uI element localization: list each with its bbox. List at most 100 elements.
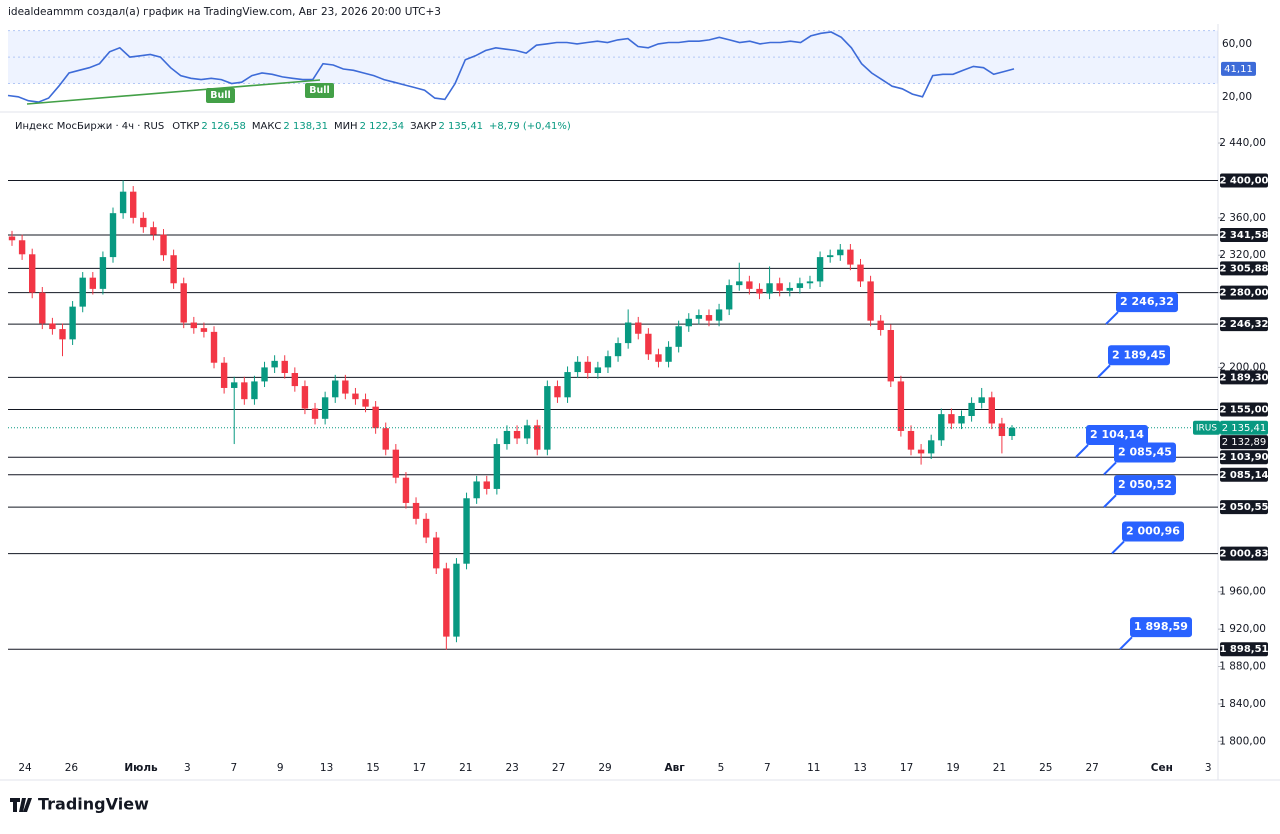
x-tick-label: 21 (993, 762, 1006, 774)
level-label: 2 155,00 (1219, 404, 1268, 415)
callout-label: 2 000,96 (1126, 524, 1180, 537)
candle-body (473, 481, 480, 499)
candle-body (493, 444, 501, 489)
candle-body (402, 477, 410, 503)
candle-body (321, 397, 329, 419)
candle-body (29, 254, 36, 293)
candle-body (422, 518, 430, 538)
prev-price-bg (1220, 435, 1268, 450)
level-label-bg (1220, 467, 1268, 482)
candle-body (1008, 427, 1016, 437)
candle-body (614, 343, 622, 357)
candle-body (109, 213, 117, 258)
candle-body (301, 386, 309, 409)
candle-body (635, 322, 642, 334)
x-tick-label: 11 (807, 762, 820, 774)
candle-body (311, 408, 319, 419)
candle-body (372, 406, 379, 429)
y-tick-label: 1 840,00 (1219, 698, 1266, 710)
candle-body (786, 287, 793, 291)
candle-body (665, 346, 672, 362)
level-label: 2 103,90 (1219, 452, 1268, 463)
candle-body (584, 361, 591, 374)
y-tick-label: 2 320,00 (1219, 249, 1266, 261)
logo-icon (10, 798, 32, 812)
level-label-bg (1220, 285, 1268, 300)
candle-body (342, 380, 349, 394)
candle-body (806, 281, 814, 284)
candle-body (160, 234, 167, 256)
candle-body (89, 277, 97, 289)
level-label: 2 189,30 (1219, 372, 1268, 383)
candle-body (796, 283, 804, 288)
callout-pointer (1103, 461, 1117, 476)
candle-body (544, 386, 551, 450)
level-label-bg (1220, 370, 1268, 385)
level-label-bg (1220, 642, 1268, 657)
callout-box (1086, 425, 1148, 446)
candle-body (453, 563, 460, 637)
x-tick-label: 17 (900, 762, 913, 774)
candle-body (655, 354, 662, 362)
y-tick-label: 2 200,00 (1219, 361, 1266, 373)
level-label-bg (1220, 261, 1268, 276)
candle-body (554, 386, 561, 398)
y-tick-label: 2 360,00 (1219, 212, 1266, 224)
candle-body (917, 449, 925, 454)
level-label: 2 085,14 (1219, 470, 1268, 481)
candle-body (847, 249, 854, 265)
legend-header: Индекс МосБиржи · 4ч · RUS ОТКР 2 126,58 МА… (15, 121, 571, 132)
candle-body (433, 537, 440, 569)
candle-body (231, 382, 238, 388)
candle-body (877, 320, 884, 331)
y-tick-label: 60,00 (1222, 38, 1252, 50)
level-label: 2 305,88 (1219, 263, 1268, 274)
x-tick-label: 19 (946, 762, 959, 774)
candle-body (816, 257, 824, 282)
candle-body (49, 323, 56, 330)
x-tick-label: 24 (18, 762, 32, 774)
rsi-line (7, 31, 1015, 103)
candle-body (927, 440, 935, 454)
ohlc-name: ЗАКР (410, 121, 436, 132)
level-label: 2 050,55 (1219, 502, 1268, 513)
x-tick-label: 23 (506, 762, 519, 774)
candle-body (180, 283, 187, 323)
x-tick-label: 3 (1205, 762, 1212, 774)
candle-body (604, 356, 612, 368)
y-tick-label: 20,00 (1222, 91, 1252, 103)
candle-body (362, 399, 369, 407)
callout-pointer (1075, 444, 1089, 458)
candle-body (200, 328, 208, 332)
rsi-value-label: 41,11 (1224, 64, 1253, 75)
candle-body (715, 309, 723, 321)
candle-body (210, 331, 218, 363)
x-tick-label: 21 (459, 762, 472, 774)
candle-body (443, 568, 450, 637)
x-tick-label: 3 (184, 762, 191, 774)
level-label-bg (1220, 228, 1268, 243)
candle-body (867, 281, 874, 321)
ohlc-value: 2 135,41 (439, 121, 484, 132)
candle-body (140, 217, 147, 228)
candle-body (645, 333, 652, 355)
candle-body (534, 425, 541, 450)
callout-label: 2 085,45 (1118, 445, 1172, 458)
candle-body (291, 373, 299, 387)
candle-body (271, 360, 278, 368)
ohlc-value: 2 126,58 (201, 121, 246, 132)
callouts: 2 246,32 2 189,45 2 104,14 2 085,45 2 050,52… (1075, 292, 1192, 650)
callout-pointer (1105, 311, 1119, 325)
level-label: 1 898,51 (1219, 644, 1268, 655)
bull-label-bg (206, 88, 235, 103)
x-tick-label: Авг (664, 762, 685, 774)
level-label-bg (1220, 173, 1268, 188)
x-tick-label: 5 (718, 762, 725, 774)
level-label: 2 246,32 (1219, 319, 1268, 330)
candle-body (594, 367, 602, 374)
candle-body (99, 257, 107, 289)
bull-label-bg (305, 83, 334, 98)
candle-body (624, 322, 632, 344)
candle-body (837, 249, 844, 256)
candle-body (412, 502, 420, 519)
